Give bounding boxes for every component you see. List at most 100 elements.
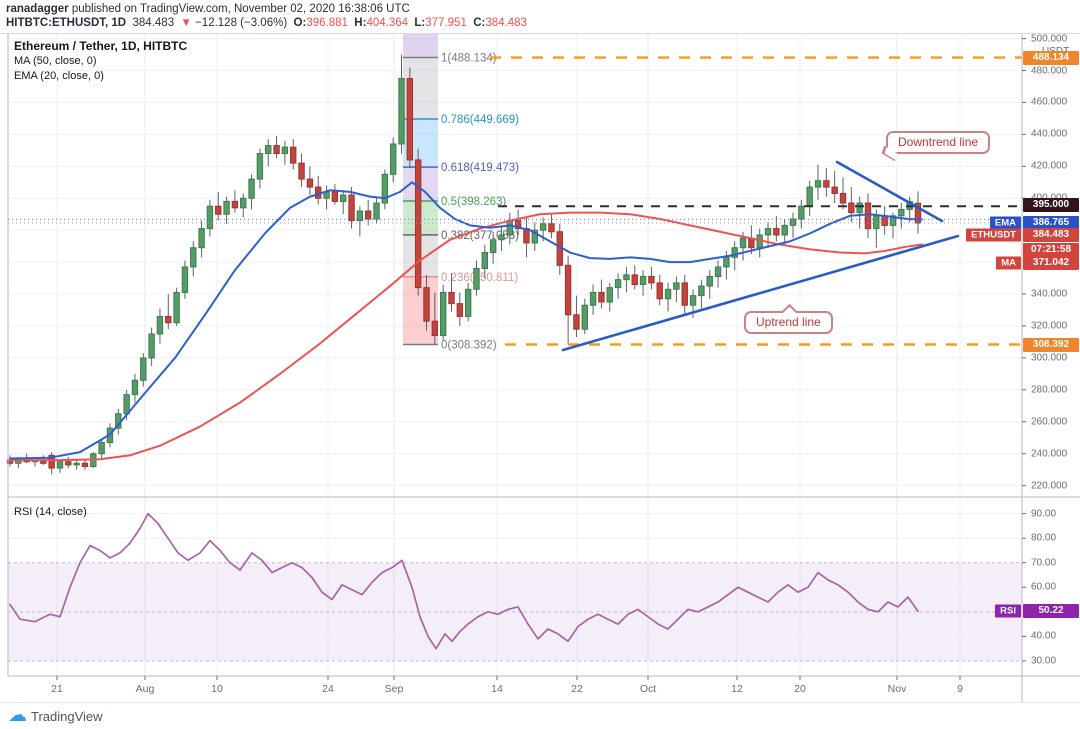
price-tick-label: 280.000	[1031, 384, 1068, 396]
candle-body	[331, 191, 339, 202]
candle-body	[290, 146, 297, 164]
low-value: 377.951	[425, 17, 467, 29]
candle-body	[56, 461, 64, 469]
ema20-line	[9, 181, 923, 460]
time-tick-label: Nov	[887, 683, 907, 695]
candle-body	[65, 461, 72, 466]
last-price-badge[interactable]: 384.483	[1023, 228, 1079, 242]
candle-body	[431, 320, 439, 337]
candle-body	[606, 287, 613, 303]
candle-body	[123, 394, 130, 415]
time-tick-label: Oct	[639, 683, 657, 695]
fib-label-0.786: 0.786(449.669)	[441, 114, 519, 126]
candle-body	[781, 224, 788, 236]
open-value: 396.881	[306, 17, 348, 29]
price-tick-label: 220.000	[1031, 480, 1068, 492]
candle-body	[473, 267, 480, 290]
candle-body	[898, 208, 905, 217]
author-name: ranadagger	[6, 3, 69, 15]
publish-text: published on TradingView.com, November 0…	[68, 3, 410, 15]
close-value: 384.483	[485, 17, 527, 29]
tradingview-cloud-icon: ☁	[8, 705, 27, 726]
candle-body	[464, 288, 472, 317]
close-label: C:	[473, 17, 486, 29]
candle-body	[481, 252, 489, 269]
candle-body	[681, 282, 688, 306]
chart-canvas[interactable]: 1(488.134) 0.786(449.669) 0.618(419.473) 0.…	[0, 33, 1080, 702]
candle-body	[698, 285, 705, 297]
symbol-label-badge[interactable]: ETHUSDT	[966, 228, 1021, 242]
ema-label-badge[interactable]: EMA	[989, 216, 1021, 230]
symbol-ohlc-row: HITBTC:ETHUSDT, 1D 384.483 ▼ −12.128 (−3…	[6, 17, 527, 29]
candle-body	[798, 205, 805, 220]
candle-body	[839, 192, 847, 204]
tradingview-logo[interactable]: ☁ TradingView	[8, 706, 103, 726]
candle-body	[673, 282, 680, 290]
legend-ema[interactable]: EMA (20, close, 0)	[14, 70, 104, 82]
candle-body	[814, 180, 822, 188]
fib-label-0.618: 0.618(419.473)	[441, 162, 519, 174]
price-tick-label: 500.000	[1031, 33, 1068, 45]
time-tick-label: Aug	[135, 683, 155, 695]
price-tick-label: 300.000	[1031, 352, 1068, 364]
candle-body	[448, 291, 455, 305]
countdown-badge[interactable]: 07:21:58	[1023, 243, 1079, 257]
candle-body	[298, 162, 305, 180]
rsi-value-badge[interactable]: 50.22	[1023, 604, 1079, 619]
price-tick-label: 440.000	[1031, 128, 1068, 140]
rsi-label-badge[interactable]: RSI	[995, 604, 1021, 618]
candle-body	[273, 145, 280, 155]
ema-value-badge[interactable]: 386.765	[1023, 216, 1079, 230]
candle-body	[731, 247, 738, 258]
tradingview-wordmark: TradingView	[31, 708, 103, 724]
rsi-tick-label: 80.00	[1031, 532, 1057, 544]
fib-low-badge[interactable]: 308.392	[1023, 337, 1079, 352]
candle-body	[73, 462, 80, 466]
candle-body	[190, 247, 197, 268]
time-tick-label: 22	[571, 683, 583, 695]
low-label: L:	[414, 17, 426, 29]
candle-body	[689, 295, 697, 306]
fib-label-1: 1(488.134)	[441, 53, 497, 65]
rsi-legend[interactable]: RSI (14, close)	[14, 506, 87, 518]
candle-body	[806, 186, 813, 207]
uptrend-line[interactable]	[561, 234, 960, 352]
candle-body	[381, 173, 389, 204]
fib-high-badge[interactable]: 488.134	[1023, 50, 1079, 65]
price-tick-label: 340.000	[1031, 288, 1068, 300]
candle-body	[889, 215, 897, 226]
candle-body	[706, 275, 713, 287]
candle-body	[456, 303, 464, 317]
fib-label-0: 0(308.392)	[441, 340, 497, 352]
candle-body	[631, 274, 638, 285]
candle-body	[664, 288, 672, 300]
legend-ma[interactable]: MA (50, close, 0)	[14, 55, 97, 67]
rsi-tick-label: 40.00	[1031, 630, 1057, 642]
rsi-line	[9, 512, 919, 650]
candle-body	[131, 379, 139, 396]
candle-body	[881, 215, 888, 226]
candle-body	[739, 237, 747, 249]
pane-legend[interactable]: Ethereum / Tether, 1D, HITBTC MA (50, cl…	[14, 39, 187, 84]
downtrend-callout[interactable]: Downtrend line	[881, 131, 991, 162]
time-tick-label: 10	[211, 683, 223, 695]
legend-symbol[interactable]: Ethereum / Tether, 1D, HITBTC	[14, 39, 188, 53]
candle-body	[306, 178, 314, 188]
downtrend-line[interactable]	[835, 160, 944, 223]
uptrend-callout[interactable]: Uptrend line	[744, 303, 833, 334]
candle-body	[81, 462, 89, 467]
time-tick-label: Sep	[384, 683, 404, 695]
candle-body	[864, 202, 872, 230]
candle-body	[356, 210, 364, 222]
candle-body	[364, 210, 372, 220]
candle-body	[156, 315, 164, 335]
ma-label-badge[interactable]: MA	[996, 256, 1021, 270]
candle-body	[531, 229, 538, 244]
resistance-badge[interactable]: 395.000	[1023, 198, 1079, 212]
ma-value-badge[interactable]: 371.042	[1023, 256, 1079, 270]
candle-body	[914, 202, 922, 224]
candle-body	[398, 78, 405, 145]
candle-body	[539, 223, 547, 231]
candle-body	[215, 205, 222, 215]
candle-body	[723, 256, 730, 268]
